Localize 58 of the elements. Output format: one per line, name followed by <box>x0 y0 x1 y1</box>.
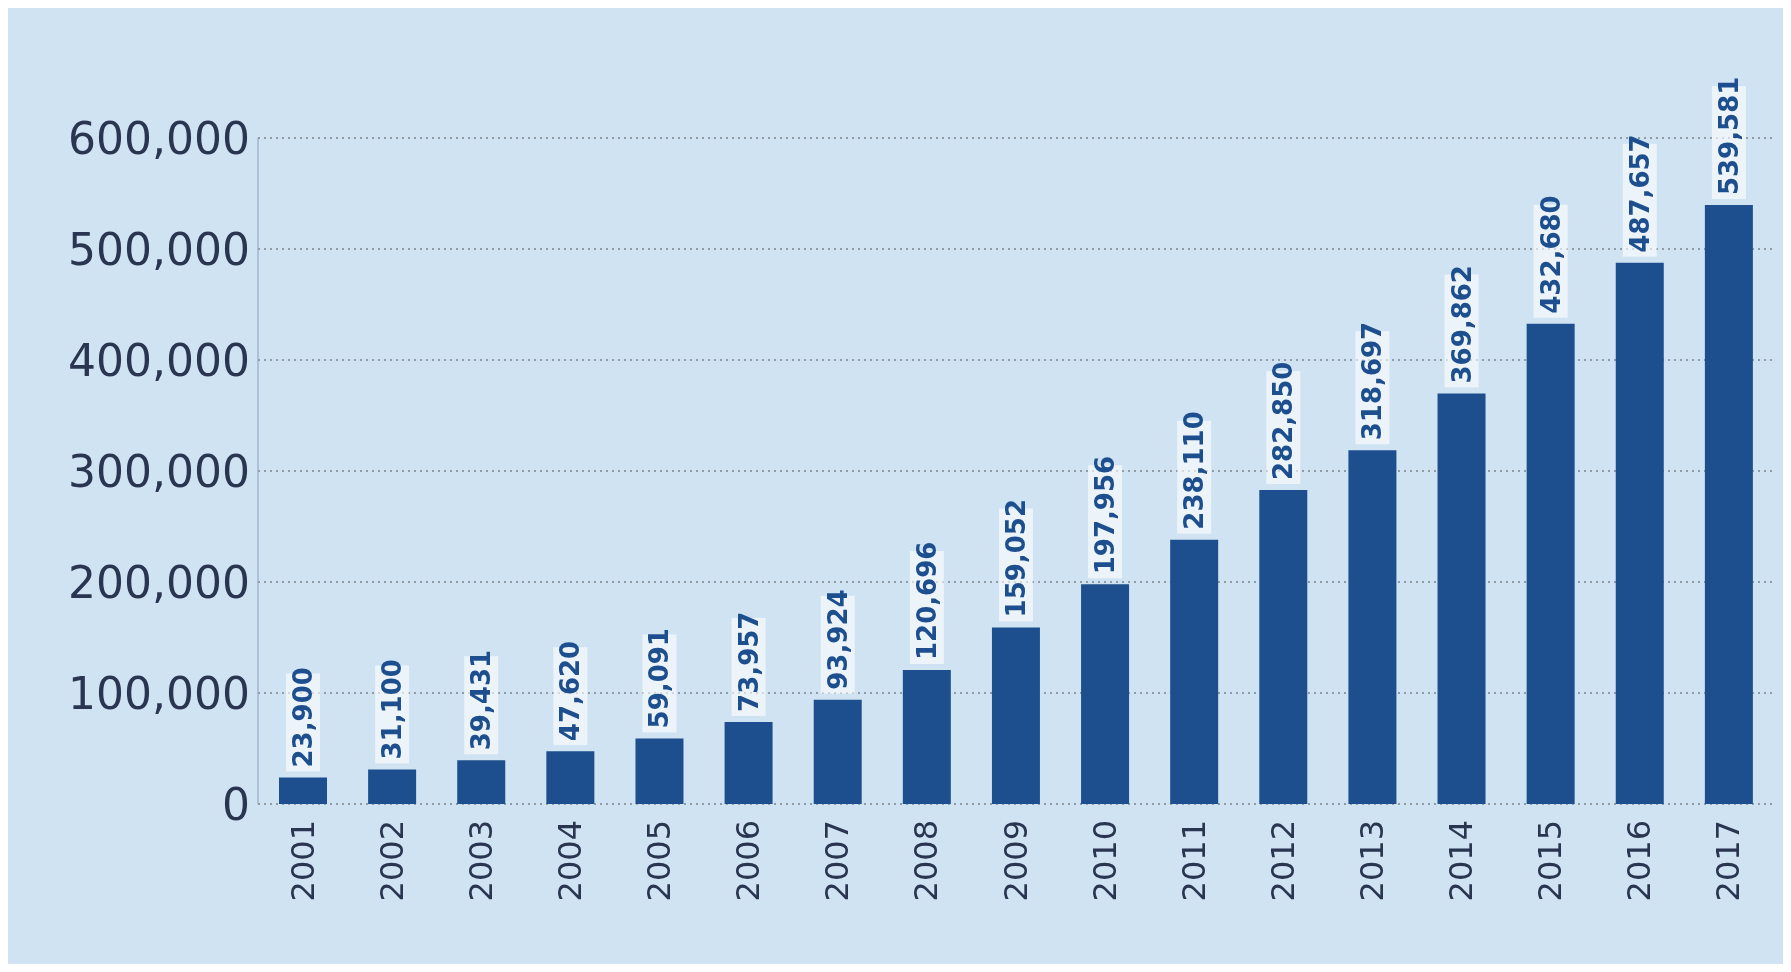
x-tick-label: 2015 <box>1531 820 1570 902</box>
bar <box>1348 450 1397 804</box>
x-tick-label: 2013 <box>1352 820 1391 902</box>
data-label: 39,431 <box>466 649 497 751</box>
bar <box>368 769 417 804</box>
data-label: 93,924 <box>822 589 853 690</box>
bar <box>1259 490 1308 804</box>
x-tick-label: 2008 <box>907 820 946 902</box>
data-label: 31,100 <box>377 659 408 760</box>
y-tick-label: 600,000 <box>68 112 250 164</box>
bar <box>635 738 684 804</box>
x-tick-label: 2001 <box>283 820 322 902</box>
data-label: 159,052 <box>1000 499 1031 618</box>
bar <box>279 777 327 804</box>
x-tick-label: 2010 <box>1085 820 1124 902</box>
data-label: 487,657 <box>1624 134 1655 253</box>
x-tick-label: 2007 <box>818 820 857 902</box>
bar <box>546 751 595 804</box>
x-tick-label: 2002 <box>372 820 411 902</box>
data-label: 238,110 <box>1179 411 1210 530</box>
x-tick-label: 2006 <box>729 820 768 902</box>
data-label: 539,581 <box>1713 76 1744 196</box>
x-tick-label: 2003 <box>461 820 500 902</box>
bar <box>1081 584 1130 804</box>
data-label: 432,680 <box>1535 195 1566 314</box>
x-tick-label: 2017 <box>1709 820 1748 902</box>
y-tick-label: 0 <box>222 778 250 830</box>
bar <box>457 760 506 804</box>
y-tick-label: 200,000 <box>68 556 250 608</box>
data-label: 23,900 <box>288 667 318 768</box>
x-tick-label: 2012 <box>1263 820 1302 902</box>
x-tick-label: 2016 <box>1620 820 1659 902</box>
data-label: 197,956 <box>1090 455 1121 575</box>
x-tick-label: 2004 <box>550 820 589 902</box>
x-tick-label: 2005 <box>640 820 679 902</box>
bar <box>1170 539 1219 804</box>
bar <box>724 721 773 804</box>
bar <box>813 699 862 804</box>
x-tick-label: 2011 <box>1174 820 1213 902</box>
bar <box>1704 205 1753 804</box>
data-label: 73,957 <box>733 611 764 712</box>
data-label: 318,697 <box>1357 321 1388 441</box>
x-tick-label: 2009 <box>996 820 1035 902</box>
data-label: 47,620 <box>555 640 586 742</box>
y-tick-label: 500,000 <box>68 223 250 275</box>
data-label: 59,091 <box>644 628 675 729</box>
bar <box>1615 262 1664 804</box>
data-label: 120,696 <box>911 541 942 661</box>
x-tick-label: 2014 <box>1442 820 1481 902</box>
bar <box>991 627 1040 804</box>
bar <box>1437 393 1486 804</box>
bar <box>902 670 951 804</box>
y-tick-label: 300,000 <box>68 445 250 497</box>
y-tick-label: 400,000 <box>68 334 250 386</box>
data-label: 369,862 <box>1446 265 1477 384</box>
y-tick-label: 100,000 <box>68 667 250 719</box>
bar <box>1526 323 1575 804</box>
data-label: 282,850 <box>1268 361 1299 481</box>
